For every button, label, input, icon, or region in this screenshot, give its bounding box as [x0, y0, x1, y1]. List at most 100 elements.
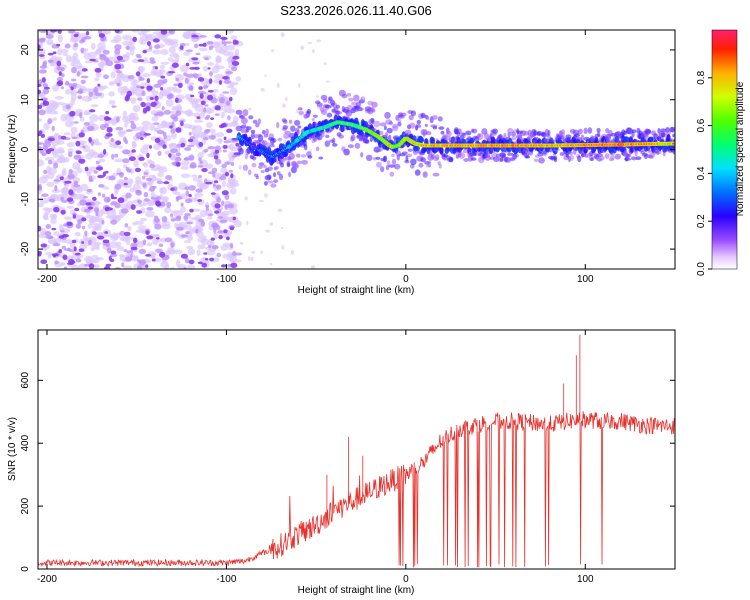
- noise-blob: [225, 71, 234, 75]
- noise-speck: [298, 83, 301, 88]
- noise-blob: [127, 225, 132, 232]
- noise-blob: [56, 60, 62, 67]
- noise-blob: [123, 182, 128, 186]
- noise-blob: [188, 154, 195, 161]
- noise-blob: [226, 236, 230, 241]
- noise-speck: [264, 74, 267, 77]
- noise-blob: [113, 60, 120, 64]
- ridge-halo-blob: [301, 159, 308, 165]
- noise-blob: [67, 197, 74, 202]
- noise-blob: [98, 114, 106, 122]
- noise-blob: [70, 89, 75, 96]
- ridge-halo-blob: [311, 118, 315, 122]
- noise-blob: [158, 91, 164, 100]
- noise-blob: [159, 69, 166, 74]
- noise-blob: [86, 188, 93, 193]
- noise-blob: [171, 39, 179, 44]
- ridge-halo-blob: [605, 127, 610, 134]
- ridge-halo-blob: [427, 160, 432, 168]
- noise-blob: [201, 167, 208, 173]
- noise-blob: [56, 147, 65, 154]
- noise-blob: [38, 44, 41, 50]
- noise-blob: [71, 264, 79, 269]
- noise-blob: [38, 51, 46, 56]
- noise-blob: [87, 51, 98, 58]
- noise-blob: [222, 242, 231, 247]
- ridge-halo-blob: [583, 127, 588, 134]
- noise-blob: [88, 149, 96, 156]
- noise-blob: [161, 216, 168, 223]
- noise-blob: [219, 175, 227, 181]
- noise-blob: [138, 75, 143, 82]
- noise-blob: [85, 202, 92, 206]
- ridge-halo-blob: [569, 154, 574, 161]
- noise-blob: [90, 247, 95, 251]
- noise-blob: [221, 190, 229, 196]
- noise-blob: [76, 167, 83, 174]
- noise-blob: [175, 97, 179, 103]
- noise-blob: [209, 71, 213, 77]
- noise-blob: [143, 191, 149, 198]
- colorbar-tick-label: 0.2: [696, 214, 707, 228]
- noise-blob: [71, 82, 78, 87]
- noise-blob: [137, 97, 143, 101]
- noise-blob: [108, 91, 115, 97]
- ridge-halo-blob: [492, 128, 499, 134]
- ridge-halo-blob: [244, 153, 249, 160]
- noise-blob: [110, 233, 119, 242]
- ridge-halo-blob: [424, 123, 428, 127]
- noise-blob: [200, 100, 206, 106]
- noise-blob: [71, 66, 77, 74]
- noise-blob: [62, 254, 68, 260]
- noise-blob: [223, 140, 231, 144]
- noise-blob: [48, 159, 53, 165]
- ridge-halo-blob: [371, 108, 376, 113]
- ridge-halo-blob: [306, 109, 312, 114]
- ridge-halo-blob: [440, 130, 445, 135]
- noise-blob: [123, 231, 131, 237]
- noise-blob: [47, 118, 52, 125]
- noise-blob: [97, 42, 106, 51]
- noise-blob: [230, 81, 239, 86]
- noise-blob: [76, 65, 85, 69]
- ridge-halo-blob: [278, 173, 284, 181]
- noise-blob: [129, 115, 138, 120]
- ridge-halo-blob: [577, 155, 582, 163]
- ridge-halo-blob: [257, 118, 262, 125]
- noise-blob: [159, 251, 166, 258]
- ridge-halo-blob: [272, 138, 277, 143]
- noise-blob: [156, 237, 160, 240]
- noise-blob: [183, 157, 188, 161]
- noise-speck: [246, 220, 249, 226]
- noise-blob: [176, 152, 182, 156]
- ridge-halo-blob: [614, 153, 622, 160]
- ridge-halo-blob: [282, 125, 289, 130]
- noise-blob: [209, 257, 215, 262]
- noise-blob: [157, 171, 164, 178]
- noise-blob: [180, 142, 186, 148]
- noise-blob: [169, 30, 174, 34]
- noise-blob: [58, 249, 63, 254]
- noise-blob: [206, 249, 216, 256]
- ridge-halo-blob: [369, 136, 373, 143]
- noise-blob: [191, 57, 199, 61]
- noise-blob: [120, 208, 129, 214]
- ridge-halo-blob: [418, 162, 424, 168]
- ridge-halo-blob: [388, 121, 394, 126]
- colorbar-tick-label: 0.4: [696, 166, 707, 180]
- noise-blob: [110, 202, 117, 206]
- noise-blob: [129, 254, 133, 258]
- ridge-halo-blob: [346, 148, 350, 156]
- noise-blob: [216, 252, 221, 258]
- noise-blob: [159, 188, 165, 194]
- noise-blob: [188, 141, 199, 145]
- noise-blob: [225, 100, 231, 106]
- noise-blob: [169, 53, 175, 57]
- noise-blob: [94, 92, 103, 97]
- noise-blob: [143, 172, 149, 175]
- ridge-halo-blob: [288, 119, 293, 124]
- ridge-halo-blob: [283, 133, 290, 140]
- ridge-halo-blob: [671, 127, 675, 132]
- noise-blob: [105, 110, 110, 115]
- spectrogram-x-tick-label: 0: [403, 274, 409, 285]
